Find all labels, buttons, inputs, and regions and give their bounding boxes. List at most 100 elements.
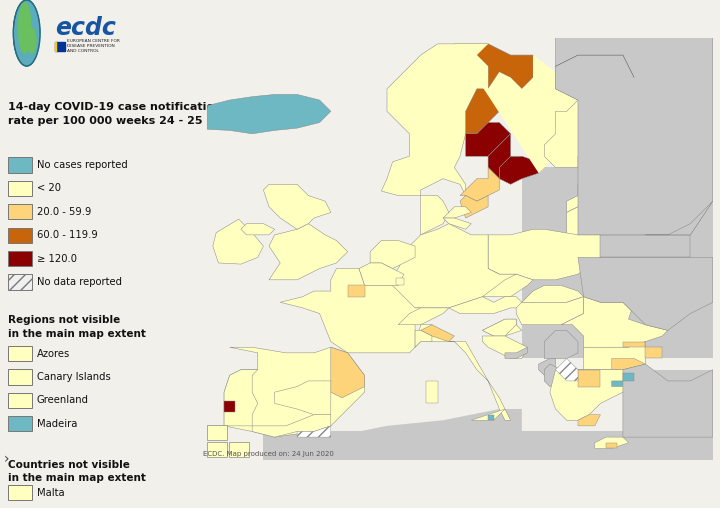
Polygon shape: [522, 285, 584, 302]
Polygon shape: [505, 347, 528, 359]
Polygon shape: [359, 263, 404, 285]
Polygon shape: [207, 425, 228, 440]
Text: No data reported: No data reported: [37, 277, 122, 287]
Polygon shape: [398, 308, 449, 325]
Polygon shape: [224, 347, 364, 437]
Polygon shape: [241, 224, 274, 235]
Polygon shape: [578, 258, 713, 330]
Text: 14-day COVID-19 case notification
rate per 100 000 weeks 24 - 25: 14-day COVID-19 case notification rate p…: [8, 102, 222, 125]
Bar: [8, 157, 32, 173]
Polygon shape: [567, 190, 645, 212]
Polygon shape: [578, 122, 645, 168]
Bar: [8, 346, 32, 361]
Polygon shape: [269, 409, 522, 460]
Text: ≥ 120.0: ≥ 120.0: [37, 253, 77, 264]
Polygon shape: [443, 218, 472, 229]
Polygon shape: [264, 184, 330, 229]
Polygon shape: [224, 370, 258, 426]
Polygon shape: [415, 325, 510, 420]
Polygon shape: [556, 33, 713, 359]
Ellipse shape: [27, 28, 36, 53]
Polygon shape: [482, 336, 528, 359]
Polygon shape: [488, 415, 494, 420]
Bar: [8, 485, 32, 500]
Polygon shape: [330, 347, 364, 398]
Polygon shape: [600, 235, 690, 258]
Polygon shape: [438, 44, 600, 173]
Polygon shape: [420, 196, 449, 235]
Circle shape: [14, 0, 40, 66]
Polygon shape: [556, 359, 578, 381]
Polygon shape: [274, 381, 330, 415]
Polygon shape: [612, 375, 645, 387]
Polygon shape: [522, 168, 713, 359]
Polygon shape: [544, 330, 578, 359]
Text: Greenland: Greenland: [37, 395, 89, 405]
Polygon shape: [550, 364, 645, 420]
Text: ›: ›: [4, 452, 9, 466]
Polygon shape: [460, 168, 500, 201]
Text: EUROPEAN CENTRE FOR
DISEASE PREVENTION
AND CONTROL: EUROPEAN CENTRE FOR DISEASE PREVENTION A…: [67, 39, 120, 53]
Polygon shape: [443, 207, 472, 218]
Text: Azores: Azores: [37, 348, 70, 359]
Polygon shape: [482, 319, 522, 336]
Polygon shape: [466, 89, 510, 134]
Polygon shape: [488, 229, 600, 280]
Polygon shape: [623, 370, 713, 437]
Polygon shape: [623, 373, 634, 381]
Polygon shape: [348, 285, 364, 297]
Text: Countries not visible
in the main map extent: Countries not visible in the main map ex…: [8, 460, 146, 483]
Text: 60.0 - 119.9: 60.0 - 119.9: [37, 230, 98, 240]
Polygon shape: [645, 347, 662, 359]
Polygon shape: [460, 196, 488, 218]
Polygon shape: [623, 341, 645, 347]
Polygon shape: [544, 55, 657, 168]
Bar: [8, 416, 32, 431]
Polygon shape: [645, 201, 713, 235]
Polygon shape: [472, 409, 505, 420]
Polygon shape: [269, 224, 348, 280]
Polygon shape: [207, 441, 228, 457]
Polygon shape: [280, 269, 420, 353]
Polygon shape: [466, 122, 510, 156]
Polygon shape: [252, 415, 330, 437]
Polygon shape: [606, 443, 617, 449]
Polygon shape: [297, 426, 330, 437]
Polygon shape: [396, 277, 404, 285]
Polygon shape: [488, 134, 522, 179]
Polygon shape: [595, 437, 629, 449]
Polygon shape: [556, 33, 713, 235]
Bar: [8, 274, 32, 290]
Text: Malta: Malta: [37, 488, 65, 498]
Polygon shape: [382, 44, 533, 196]
Text: ECDC. Map produced on: 24 Jun 2020: ECDC. Map produced on: 24 Jun 2020: [203, 451, 333, 457]
Polygon shape: [612, 359, 645, 370]
Polygon shape: [578, 415, 600, 426]
Polygon shape: [561, 297, 668, 347]
Text: Canary Islands: Canary Islands: [37, 372, 111, 382]
Polygon shape: [488, 72, 510, 89]
Polygon shape: [578, 173, 645, 196]
Polygon shape: [449, 297, 522, 313]
Bar: [55, 42, 56, 51]
Text: < 20: < 20: [37, 183, 61, 194]
Polygon shape: [500, 156, 539, 184]
Text: No cases reported: No cases reported: [37, 160, 127, 170]
Bar: [8, 251, 32, 266]
Bar: [8, 204, 32, 219]
Polygon shape: [420, 325, 454, 341]
Polygon shape: [392, 224, 516, 313]
Polygon shape: [500, 78, 533, 111]
Polygon shape: [539, 359, 556, 375]
Polygon shape: [629, 302, 645, 325]
Polygon shape: [623, 364, 713, 437]
Bar: [8, 393, 32, 408]
Polygon shape: [516, 297, 584, 325]
Polygon shape: [454, 44, 533, 89]
Polygon shape: [370, 240, 415, 269]
Polygon shape: [224, 401, 235, 412]
Polygon shape: [544, 364, 561, 387]
Bar: [8, 228, 32, 243]
Polygon shape: [415, 330, 432, 347]
Text: Regions not visible
in the main map extent: Regions not visible in the main map exte…: [8, 315, 146, 339]
